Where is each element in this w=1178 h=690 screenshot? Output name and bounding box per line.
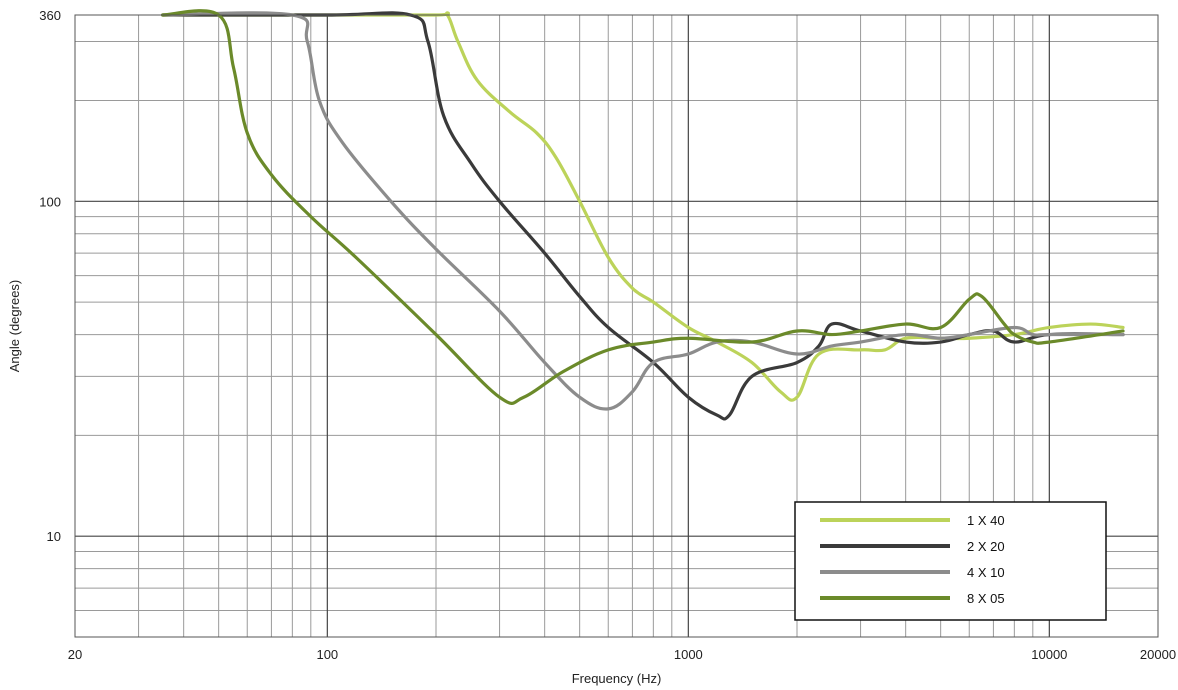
y-tick-label: 360 <box>39 8 61 23</box>
x-tick-label: 20000 <box>1140 647 1176 662</box>
y-tick-label: 100 <box>39 194 61 209</box>
series-layer <box>161 9 1125 421</box>
legend-label: 8 X 05 <box>967 591 1005 606</box>
x-tick-label: 20 <box>68 647 82 662</box>
legend-label: 4 X 10 <box>967 565 1005 580</box>
y-axis-tick-labels: 10 100 360 <box>39 8 61 544</box>
y-axis-label: Angle (degrees) <box>7 280 22 373</box>
legend-items: 1 X 40 2 X 20 4 X 10 8 X 05 <box>820 513 1005 606</box>
x-axis-tick-labels: 20 100 1000 10000 20000 <box>68 647 1176 662</box>
legend: 1 X 40 2 X 20 4 X 10 8 X 05 <box>794 501 1107 621</box>
x-tick-label: 10000 <box>1031 647 1067 662</box>
x-tick-label: 100 <box>316 647 338 662</box>
plot-frame <box>74 14 1159 638</box>
legend-label: 1 X 40 <box>967 513 1005 528</box>
series-line-3 <box>161 11 1125 411</box>
x-axis-label: Frequency (Hz) <box>572 671 662 686</box>
y-tick-label: 10 <box>47 529 61 544</box>
legend-label: 2 X 20 <box>967 539 1005 554</box>
series-line-4 <box>161 9 1125 405</box>
x-tick-label: 1000 <box>674 647 703 662</box>
